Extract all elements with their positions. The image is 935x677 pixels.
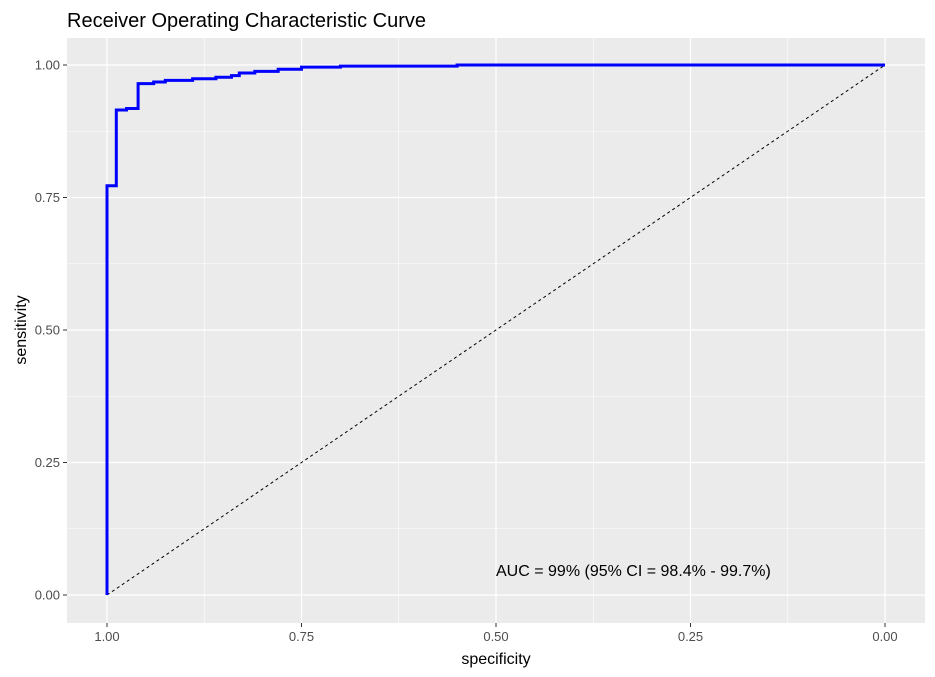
x-tick-label: 0.75 xyxy=(289,629,314,644)
y-axis-ticks: 0.00 0.25 0.50 0.75 1.00 xyxy=(35,58,67,603)
x-tick-label: 0.00 xyxy=(872,629,897,644)
y-tick-label: 1.00 xyxy=(35,58,60,73)
x-axis-ticks: 1.00 0.75 0.50 0.25 0.00 xyxy=(94,623,898,644)
y-tick-label: 0.75 xyxy=(35,190,60,205)
y-axis-title: sensitivity xyxy=(13,295,30,364)
chart-title: Receiver Operating Characteristic Curve xyxy=(67,10,426,32)
x-tick-label: 0.25 xyxy=(678,629,703,644)
diagonal-reference-line xyxy=(106,64,886,596)
x-tick-label: 0.50 xyxy=(483,629,508,644)
y-tick-label: 0.25 xyxy=(35,455,60,470)
x-axis-title: specificity xyxy=(461,651,530,668)
x-tick-label: 1.00 xyxy=(94,629,119,644)
roc-curve-line xyxy=(105,63,885,595)
auc-annotation: AUC = 99% (95% CI = 98.4% - 99.7%) xyxy=(496,563,771,580)
y-tick-label: 0.50 xyxy=(35,323,60,338)
y-tick-label: 0.00 xyxy=(35,588,60,603)
